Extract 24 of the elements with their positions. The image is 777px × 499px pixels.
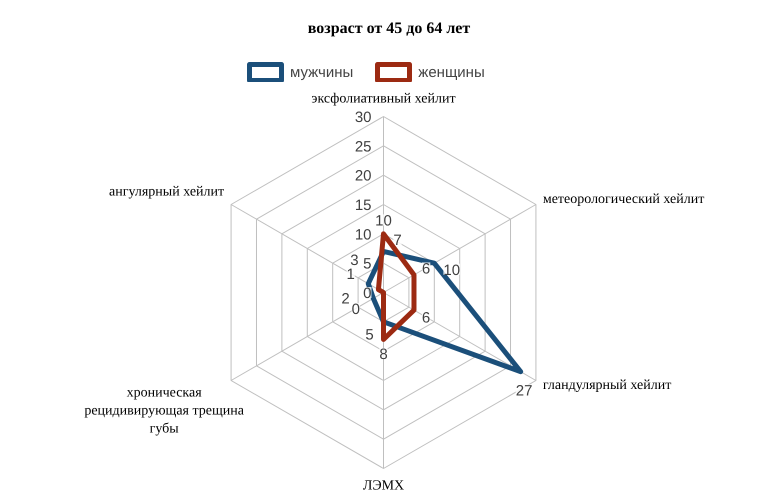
y-tick-label: 10: [354, 226, 372, 244]
y-tick-label: 30: [354, 109, 372, 126]
data-label: 6: [422, 260, 430, 278]
data-label: 10: [443, 262, 460, 279]
data-label: 10: [375, 212, 392, 230]
legend-label: женщины: [418, 64, 485, 80]
legend-label: мужчины: [290, 64, 354, 80]
spoke-label: ЛЭМХ: [362, 478, 404, 494]
chart-title: возраст от 45 до 64 лет: [308, 20, 470, 37]
data-label: 27: [516, 382, 532, 400]
data-label: 6: [422, 310, 430, 327]
y-tick-label: 15: [354, 197, 372, 214]
spoke-label: хроническая рецидивирующая трещина губы: [84, 386, 245, 436]
spoke-label: ангулярный хейлит: [109, 184, 224, 200]
y-tick-label: 0: [363, 285, 372, 302]
data-label: 2: [341, 290, 350, 308]
data-label: 7: [393, 232, 402, 249]
data-label: 8: [379, 346, 388, 363]
spoke-label: эксфолиативный хейлит: [311, 92, 456, 106]
y-tick-label: 20: [354, 168, 372, 185]
spoke-label: гландулярный хейлит: [542, 378, 672, 393]
spoke-label: метеорологический хейлит: [542, 192, 704, 207]
y-tick-label: 5: [363, 256, 372, 273]
y-tick-label: 25: [354, 138, 372, 156]
